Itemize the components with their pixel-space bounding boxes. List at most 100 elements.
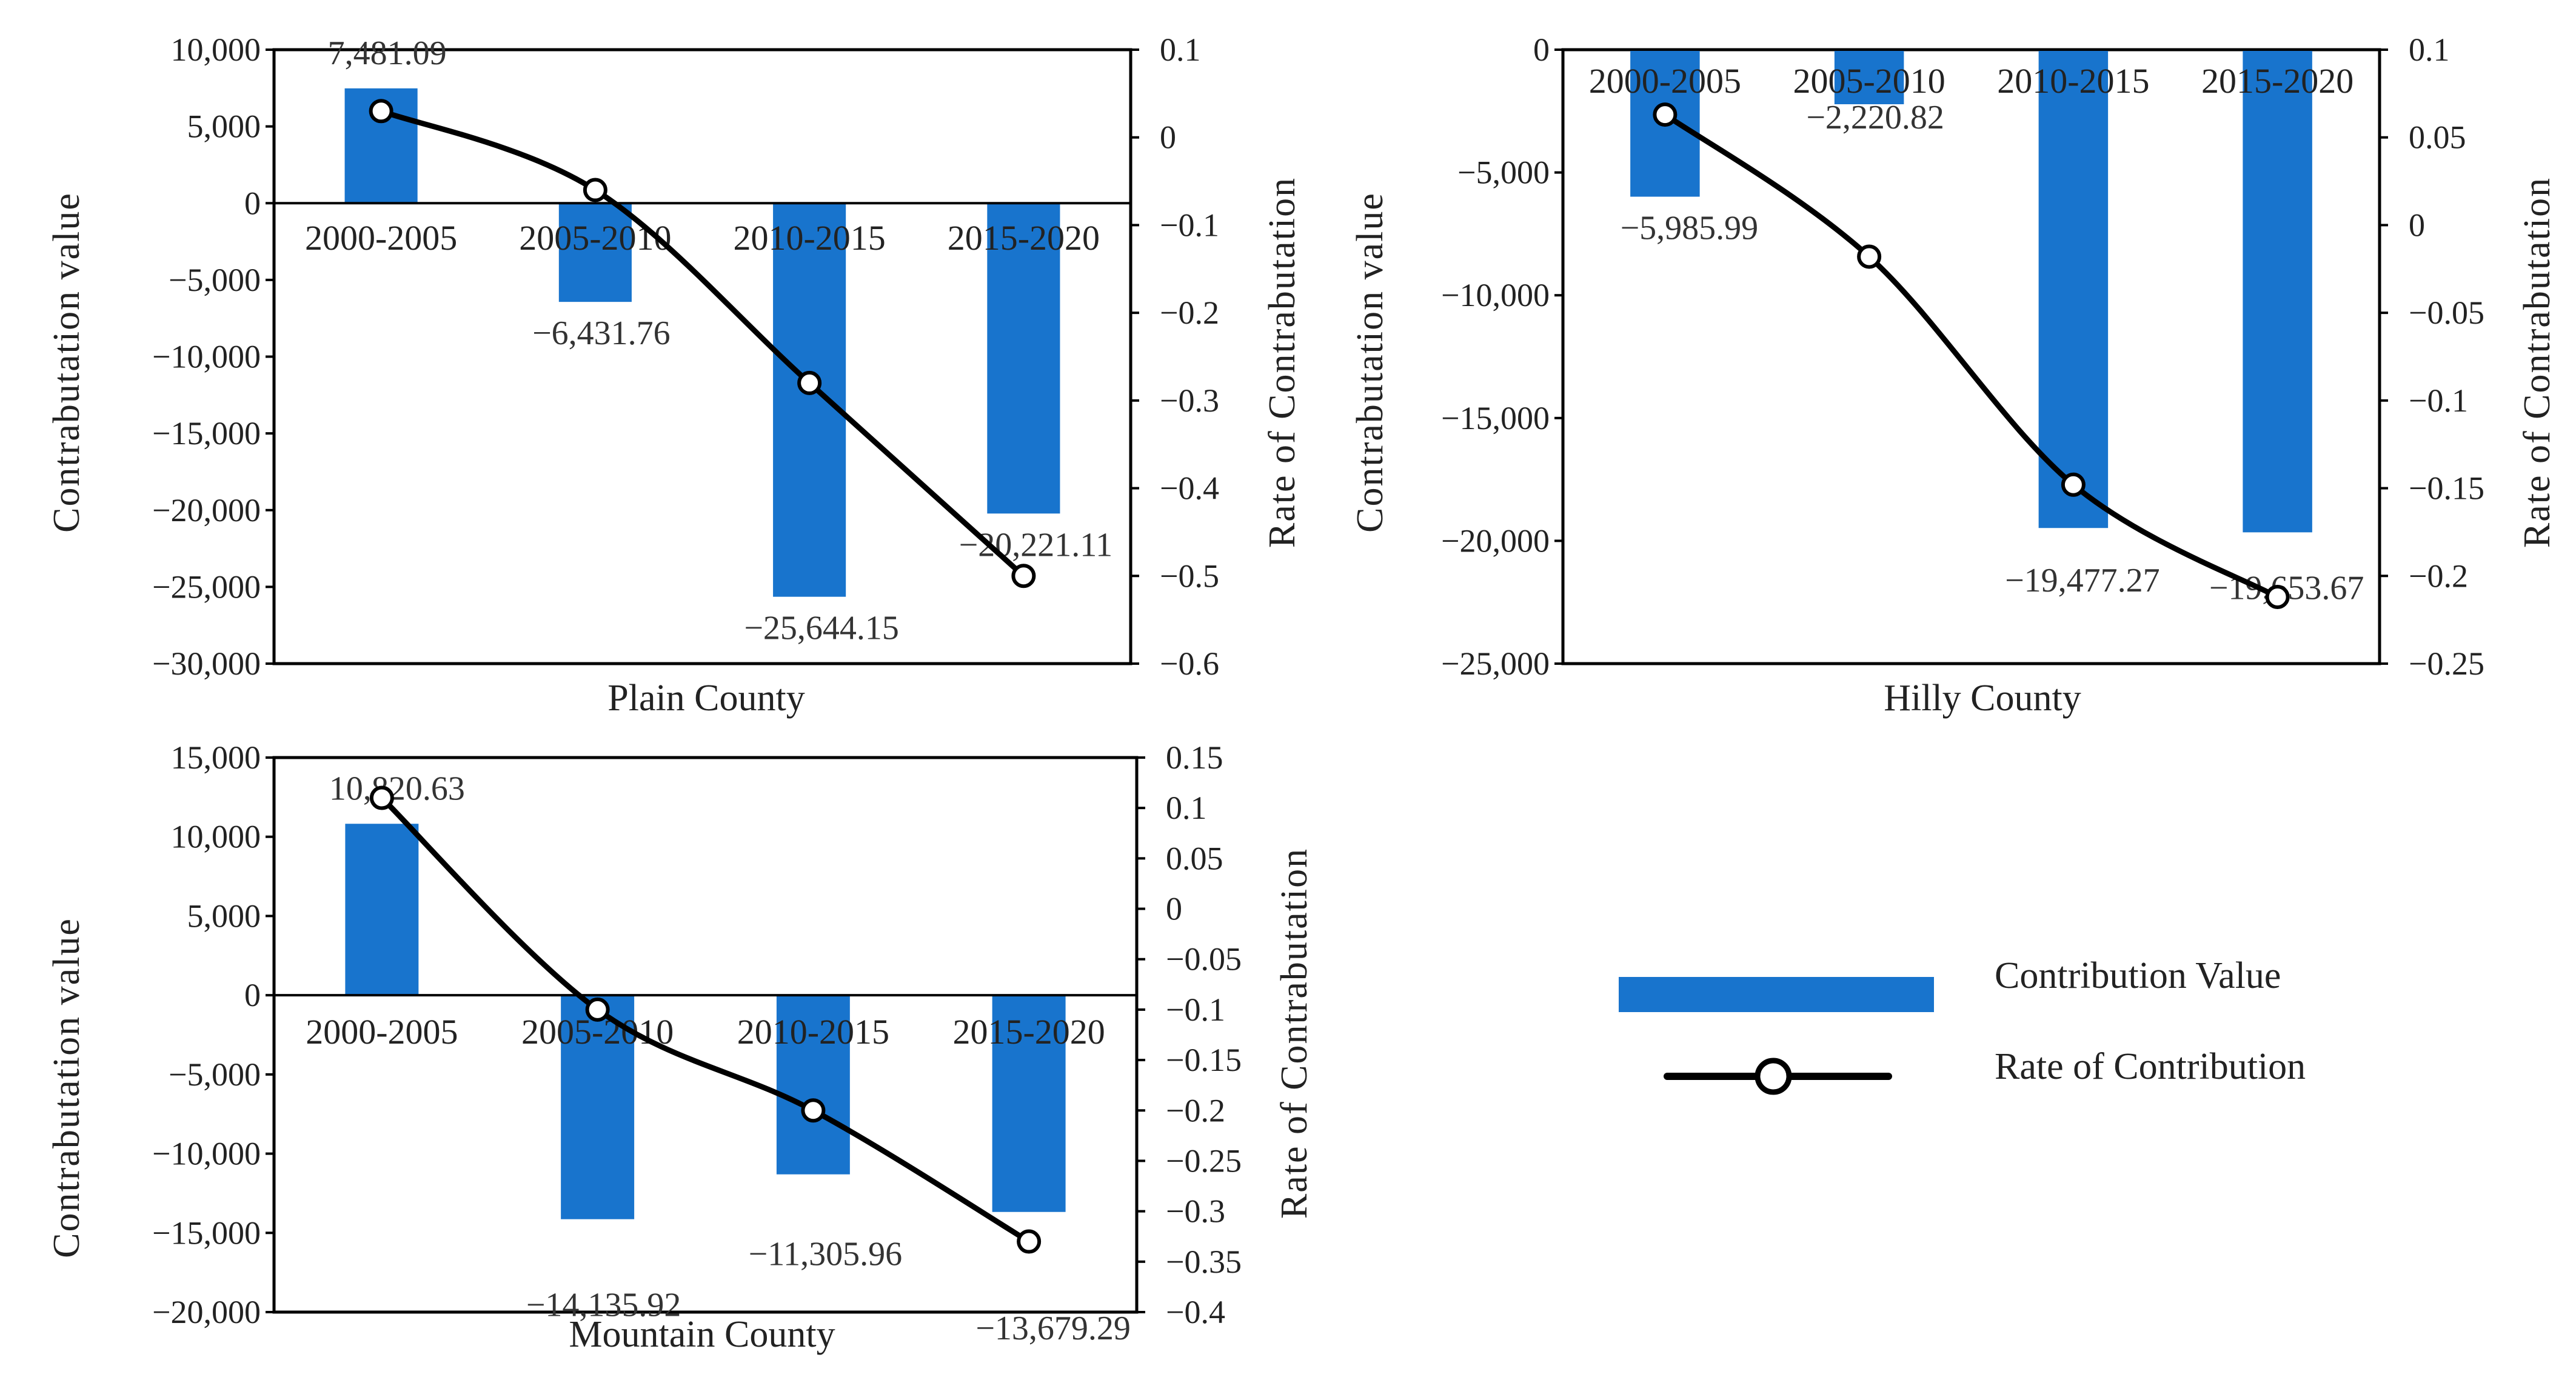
- y2-tick-label: 0.05: [1166, 840, 1223, 876]
- y-tick-label: 10,000: [171, 32, 261, 68]
- panel-plain-county: 10,000 5,000 0 −5,000 −10,000 −15,000 −20,000 −…: [152, 32, 1219, 682]
- rate-marker-2: [585, 997, 610, 1022]
- y2-tick-label: −0.05: [2409, 295, 2484, 331]
- legend-bar-swatch: [1619, 977, 1934, 1012]
- x-category-label: 2010-2015: [737, 1012, 889, 1051]
- y-tick-label: 0: [244, 185, 261, 221]
- y-axis-label-plain: Contrabutation value: [46, 192, 87, 533]
- x-category-label: 2000-2005: [306, 1012, 458, 1051]
- y-tick-label: −10,000: [152, 339, 261, 375]
- y-tick-label: 10,000: [171, 819, 261, 855]
- y-tick-label: −5,000: [169, 262, 261, 298]
- bar-4: [987, 203, 1060, 514]
- bar-4: [992, 995, 1066, 1212]
- y-tick-label: −30,000: [152, 645, 261, 682]
- y2-tick-label: −0.2: [1160, 295, 1219, 331]
- data-label-1: −5,985.99: [1621, 210, 1759, 247]
- y-tick-label: −10,000: [152, 1136, 261, 1172]
- chart-title-hilly: Hilly County: [1884, 678, 2081, 719]
- rate-marker-3: [2061, 472, 2086, 497]
- y-tick-label: −20,000: [1441, 522, 1550, 559]
- bar-1: [345, 824, 419, 996]
- data-label-3: −11,305.96: [749, 1236, 903, 1273]
- y-tick-label: −5,000: [1457, 155, 1550, 191]
- data-label-3: −19,477.27: [2005, 562, 2160, 599]
- x-category-label: 2015-2020: [2201, 61, 2354, 101]
- data-label-2: −14,135.92: [526, 1287, 681, 1324]
- rate-marker-1: [369, 785, 394, 810]
- y2-tick-label: −0.4: [1160, 470, 1219, 507]
- y2-axis-label-plain: Rate of Contrabutation: [1262, 177, 1303, 548]
- rate-marker-3: [801, 1098, 826, 1123]
- y2-tick-label: −0.1: [2409, 382, 2468, 419]
- y-tick-label: 5,000: [187, 898, 261, 934]
- y-tick-label: −25,000: [1441, 645, 1550, 682]
- y2-tick-label: −0.2: [2409, 558, 2468, 594]
- rate-marker-3: [797, 370, 822, 395]
- y-tick-label: −5,000: [169, 1056, 261, 1093]
- rate-line: [380, 796, 1031, 1244]
- y-tick-label: −20,000: [152, 492, 261, 528]
- y2-tick-label: −0.1: [1160, 207, 1219, 243]
- y2-tick-label: −0.1: [1166, 991, 1225, 1028]
- y-tick-label: −15,000: [152, 415, 261, 452]
- y2-tick-label: 0: [1166, 891, 1182, 927]
- y2-tick-label: −0.05: [1166, 941, 1242, 978]
- y2-tick-label: 0.15: [1166, 739, 1223, 776]
- y2-tick-label: −0.4: [1166, 1294, 1225, 1330]
- y2-tick-label: −0.5: [1160, 558, 1219, 594]
- data-label-1: 7,481.09: [328, 35, 447, 72]
- rate-marker-4: [1017, 1229, 1042, 1254]
- y2-axis-label-mountain: Rate of Contrabutation: [1274, 848, 1315, 1219]
- rate-marker-2: [583, 178, 607, 202]
- x-category-label: 2010-2015: [733, 218, 885, 258]
- y2-tick-label: 0: [2409, 207, 2425, 243]
- x-category-label: 2000-2005: [1589, 61, 1741, 101]
- y2-tick-label: −0.15: [1166, 1042, 1242, 1078]
- y2-tick-label: −0.35: [1166, 1244, 1242, 1280]
- y-tick-label: −10,000: [1441, 277, 1550, 313]
- bar-2: [558, 203, 632, 302]
- y2-tick-label: −0.15: [2409, 470, 2484, 507]
- legend-marker-swatch: [1755, 1058, 1792, 1095]
- legend-line-label: Rate of Contribution: [1995, 1046, 2306, 1087]
- rate-line: [380, 108, 1026, 578]
- bar-3: [2038, 50, 2109, 528]
- panel-mountain-county: 15,000 10,000 5,000 0 −5,000 −10,000 −15,000 −2…: [152, 739, 1242, 1347]
- y2-tick-label: 0.05: [2409, 119, 2466, 156]
- y-tick-label: 5,000: [187, 108, 261, 145]
- y2-tick-label: −0.3: [1160, 382, 1219, 419]
- panel-hilly-county: 0 −5,000 −10,000 −15,000 −20,000 −25,000 0.1 0.…: [1441, 32, 2484, 682]
- rate-line: [1663, 112, 2279, 599]
- y-tick-label: −20,000: [152, 1294, 261, 1330]
- y2-tick-label: 0.1: [2409, 32, 2450, 68]
- x-category-label: 2005-2010: [1793, 61, 1945, 101]
- y2-tick-label: −0.3: [1166, 1193, 1225, 1230]
- legend-bar-label: Contribution Value: [1995, 955, 2281, 996]
- data-label-2: −2,220.82: [1806, 99, 1944, 136]
- y2-tick-label: −0.25: [1166, 1142, 1242, 1179]
- legend: Contribution Value Rate of Contribution: [1619, 955, 2306, 1095]
- y2-axis-label-hilly: Rate of Contrabutation: [2517, 177, 2558, 548]
- x-category-label: 2000-2005: [305, 218, 457, 258]
- rate-marker-1: [1653, 102, 1678, 127]
- data-label-4: −13,679.29: [975, 1310, 1131, 1347]
- y2-tick-label: 0.1: [1166, 790, 1207, 826]
- data-label-2: −6,431.76: [532, 315, 671, 352]
- data-label-1: 10,820.63: [329, 770, 465, 807]
- y-axis-label-hilly: Contrabutation value: [1350, 192, 1391, 533]
- y-tick-label: 0: [1533, 32, 1550, 68]
- x-category-label: 2015-2020: [948, 218, 1100, 258]
- bar-3: [773, 203, 846, 597]
- rate-marker-1: [369, 99, 393, 124]
- rate-marker-2: [1857, 244, 1882, 269]
- bar-3: [776, 995, 850, 1175]
- y2-tick-label: −0.25: [2409, 645, 2484, 682]
- data-label-3: −25,644.15: [744, 610, 899, 647]
- y-tick-label: 0: [244, 977, 261, 1013]
- bar-2: [561, 995, 635, 1219]
- bar-4: [2243, 50, 2312, 533]
- bar-2: [1834, 50, 1904, 104]
- y2-tick-label: −0.2: [1166, 1092, 1225, 1128]
